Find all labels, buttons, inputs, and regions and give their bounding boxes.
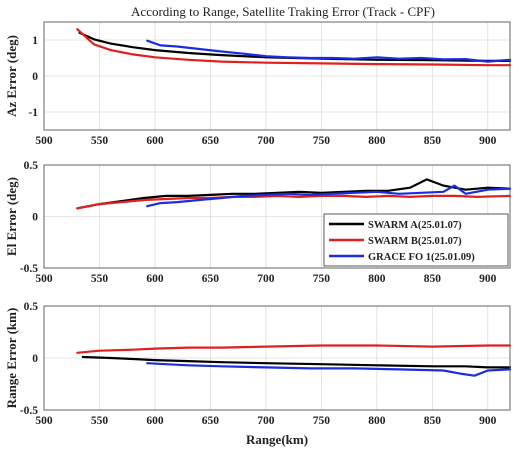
x-tick-label: 900 <box>479 135 497 147</box>
x-tick-label: 700 <box>257 273 275 285</box>
x-tick-label: 700 <box>257 135 275 147</box>
y-tick-label: 1 <box>32 35 38 47</box>
x-tick-label: 800 <box>368 415 386 427</box>
x-tick-label: 550 <box>91 135 109 147</box>
series-line-2 <box>76 28 512 67</box>
y-axis-label: El Error (deg) <box>4 177 19 256</box>
plot-frame <box>43 21 511 131</box>
x-tick-label: 750 <box>313 415 331 427</box>
x-tick-label: 650 <box>202 273 220 285</box>
x-tick-label: 700 <box>257 415 275 427</box>
x-tick-label: 850 <box>424 415 442 427</box>
legend: SWARM A(25.01.07) SWARM B(25.01.07) GRACE … <box>323 213 509 267</box>
x-tick-label: 500 <box>35 273 53 285</box>
legend-label-3: GRACE FO 1(25.01.09) <box>368 252 475 263</box>
x-tick-label: 650 <box>202 415 220 427</box>
x-tick-label: 650 <box>202 135 220 147</box>
x-tick-label: 600 <box>146 415 164 427</box>
plot-frame <box>43 305 511 411</box>
series-line-2 <box>76 194 512 210</box>
x-tick-label: 900 <box>479 273 497 285</box>
y-tick-label: 0 <box>32 71 38 83</box>
y-axis-label: Range Error (km) <box>4 308 19 409</box>
x-tick-label: 750 <box>313 135 331 147</box>
series-line-1 <box>81 355 512 369</box>
y-tick-label: -0.5 <box>20 263 38 275</box>
y-axis-label: Az Error (deg) <box>4 35 19 117</box>
panel-1: 500 550 600 650 700 750 800 850 900 1 0 -1 Az Error … <box>4 4 512 147</box>
x-tick-label: 600 <box>146 135 164 147</box>
x-tick-label: 850 <box>424 135 442 147</box>
series-line-3 <box>146 184 512 208</box>
x-tick-label: 500 <box>35 135 53 147</box>
panel-2: 500 550 600 650 700 750 800 850 900 0.5 0 -0.5El Er… <box>4 160 512 285</box>
x-tick-label: 750 <box>313 273 331 285</box>
y-tick-label: 0.5 <box>24 160 39 172</box>
plot-frame <box>43 164 511 269</box>
x-tick-label: 800 <box>368 273 386 285</box>
x-tick-label: 850 <box>424 273 442 285</box>
series-line-2 <box>76 344 512 354</box>
legend-label-2: SWARM B(25.01.07) <box>368 236 462 247</box>
x-tick-label: 800 <box>368 135 386 147</box>
series-line-1 <box>76 178 512 210</box>
y-tick-label: 0 <box>32 212 38 224</box>
x-tick-label: 900 <box>479 415 497 427</box>
x-tick-label: 500 <box>35 415 53 427</box>
series-line-3 <box>146 39 512 63</box>
x-axis-label: Range(km) <box>246 432 308 447</box>
y-tick-label: -1 <box>28 107 38 119</box>
panel-3: 500 550 600 650 700 750 800 850 9000.50-0.5Range… <box>4 301 512 447</box>
y-tick-label: 0 <box>32 353 38 365</box>
chart-title: According to Range, Satellite Traking Er… <box>131 4 435 19</box>
series-line-1 <box>78 31 512 63</box>
y-tick-label: -0.5 <box>20 405 38 417</box>
x-tick-label: 550 <box>91 273 109 285</box>
legend-label-1: SWARM A(25.01.07) <box>368 220 462 231</box>
y-tick-label: 0.5 <box>24 301 39 313</box>
x-tick-label: 550 <box>91 415 109 427</box>
x-tick-label: 600 <box>146 273 164 285</box>
series-line-3 <box>146 362 512 377</box>
